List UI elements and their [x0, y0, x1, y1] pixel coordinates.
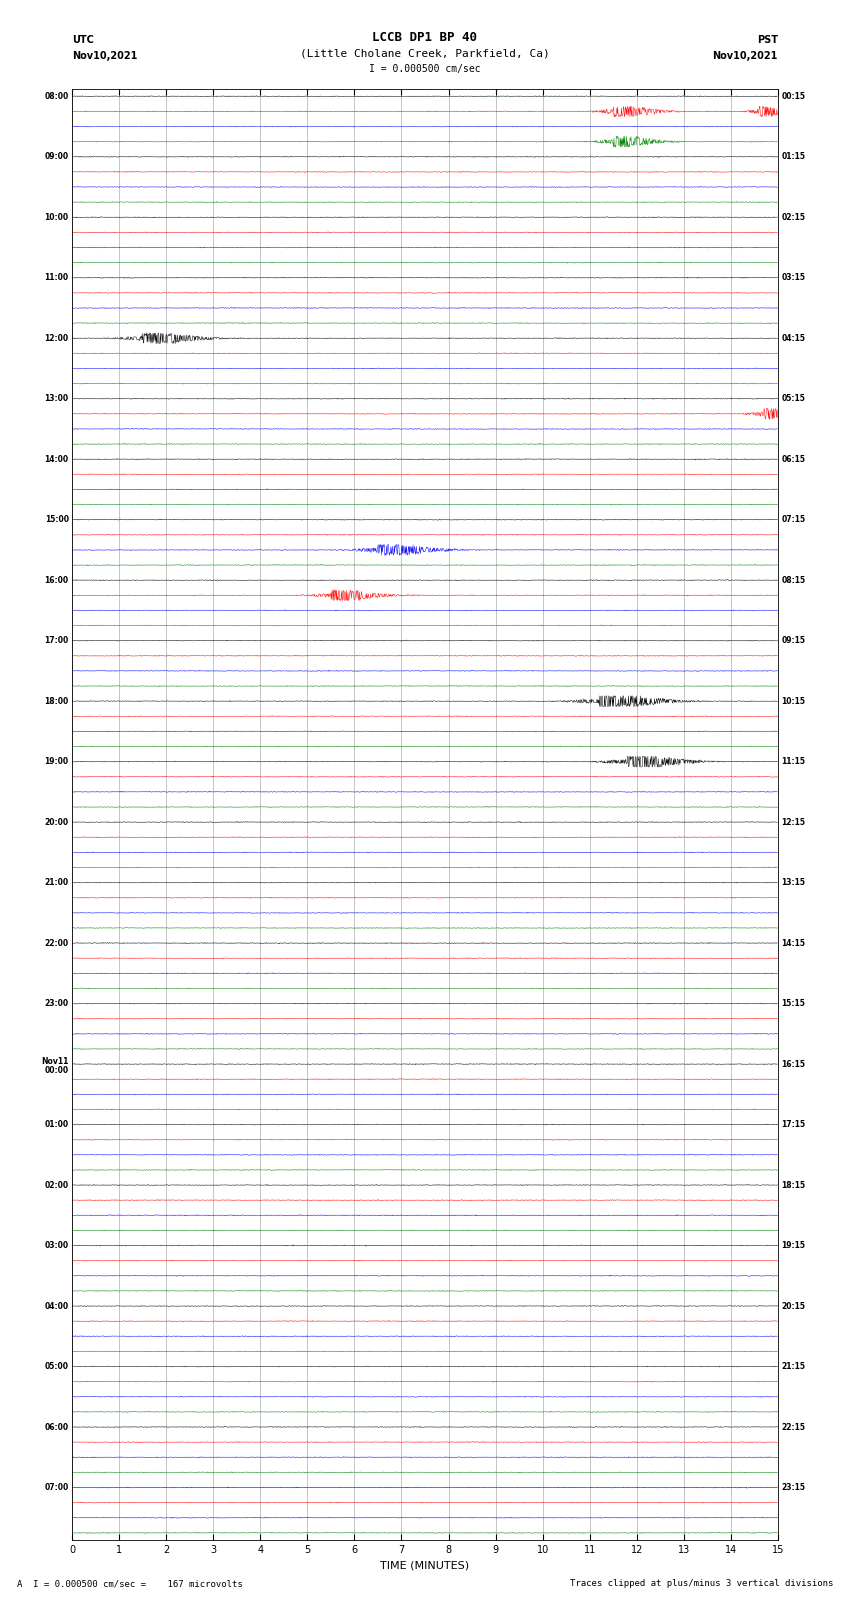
- Text: 04:15: 04:15: [781, 334, 805, 342]
- Text: 13:15: 13:15: [781, 877, 805, 887]
- Text: 09:00: 09:00: [44, 152, 69, 161]
- Text: 19:15: 19:15: [781, 1240, 805, 1250]
- Text: (Little Cholane Creek, Parkfield, Ca): (Little Cholane Creek, Parkfield, Ca): [300, 48, 550, 58]
- Text: 12:00: 12:00: [44, 334, 69, 342]
- Text: Traces clipped at plus/minus 3 vertical divisions: Traces clipped at plus/minus 3 vertical …: [570, 1579, 833, 1589]
- Text: 17:00: 17:00: [44, 636, 69, 645]
- Text: 03:00: 03:00: [44, 1240, 69, 1250]
- Text: 16:00: 16:00: [44, 576, 69, 584]
- Text: 01:15: 01:15: [781, 152, 805, 161]
- Text: 05:00: 05:00: [45, 1361, 69, 1371]
- Text: 00:15: 00:15: [781, 92, 805, 100]
- Text: 07:00: 07:00: [44, 1482, 69, 1492]
- Text: A  I = 0.000500 cm/sec =    167 microvolts: A I = 0.000500 cm/sec = 167 microvolts: [17, 1579, 243, 1589]
- Text: 08:00: 08:00: [44, 92, 69, 100]
- Text: 14:00: 14:00: [44, 455, 69, 463]
- Text: 13:00: 13:00: [44, 394, 69, 403]
- Text: 07:15: 07:15: [781, 515, 806, 524]
- Text: 10:00: 10:00: [44, 213, 69, 221]
- Text: 01:00: 01:00: [44, 1119, 69, 1129]
- Text: 06:15: 06:15: [781, 455, 805, 463]
- Text: 14:15: 14:15: [781, 939, 805, 947]
- Text: 08:15: 08:15: [781, 576, 806, 584]
- Text: 18:15: 18:15: [781, 1181, 806, 1189]
- Text: 19:00: 19:00: [44, 756, 69, 766]
- Text: 02:00: 02:00: [44, 1181, 69, 1189]
- Text: 05:15: 05:15: [781, 394, 805, 403]
- Text: 22:00: 22:00: [44, 939, 69, 947]
- X-axis label: TIME (MINUTES): TIME (MINUTES): [381, 1561, 469, 1571]
- Text: 04:00: 04:00: [44, 1302, 69, 1310]
- Text: 02:15: 02:15: [781, 213, 805, 221]
- Text: LCCB DP1 BP 40: LCCB DP1 BP 40: [372, 31, 478, 44]
- Text: 22:15: 22:15: [781, 1423, 805, 1431]
- Text: 00:00: 00:00: [44, 1066, 69, 1074]
- Text: 06:00: 06:00: [44, 1423, 69, 1431]
- Text: Nov11: Nov11: [42, 1057, 69, 1066]
- Text: 17:15: 17:15: [781, 1119, 806, 1129]
- Text: I = 0.000500 cm/sec: I = 0.000500 cm/sec: [369, 65, 481, 74]
- Text: 21:00: 21:00: [44, 877, 69, 887]
- Text: 11:15: 11:15: [781, 756, 805, 766]
- Text: 21:15: 21:15: [781, 1361, 805, 1371]
- Text: 18:00: 18:00: [44, 697, 69, 705]
- Text: 11:00: 11:00: [44, 273, 69, 282]
- Text: UTC: UTC: [72, 35, 94, 45]
- Text: 16:15: 16:15: [781, 1060, 805, 1068]
- Text: 20:00: 20:00: [44, 818, 69, 826]
- Text: 23:00: 23:00: [44, 998, 69, 1008]
- Text: 20:15: 20:15: [781, 1302, 805, 1310]
- Text: 23:15: 23:15: [781, 1482, 805, 1492]
- Text: 12:15: 12:15: [781, 818, 805, 826]
- Text: 15:00: 15:00: [45, 515, 69, 524]
- Text: Nov10,2021: Nov10,2021: [712, 52, 778, 61]
- Text: PST: PST: [756, 35, 778, 45]
- Text: 09:15: 09:15: [781, 636, 805, 645]
- Text: 03:15: 03:15: [781, 273, 805, 282]
- Text: Nov10,2021: Nov10,2021: [72, 52, 138, 61]
- Text: 15:15: 15:15: [781, 998, 805, 1008]
- Text: 10:15: 10:15: [781, 697, 805, 705]
